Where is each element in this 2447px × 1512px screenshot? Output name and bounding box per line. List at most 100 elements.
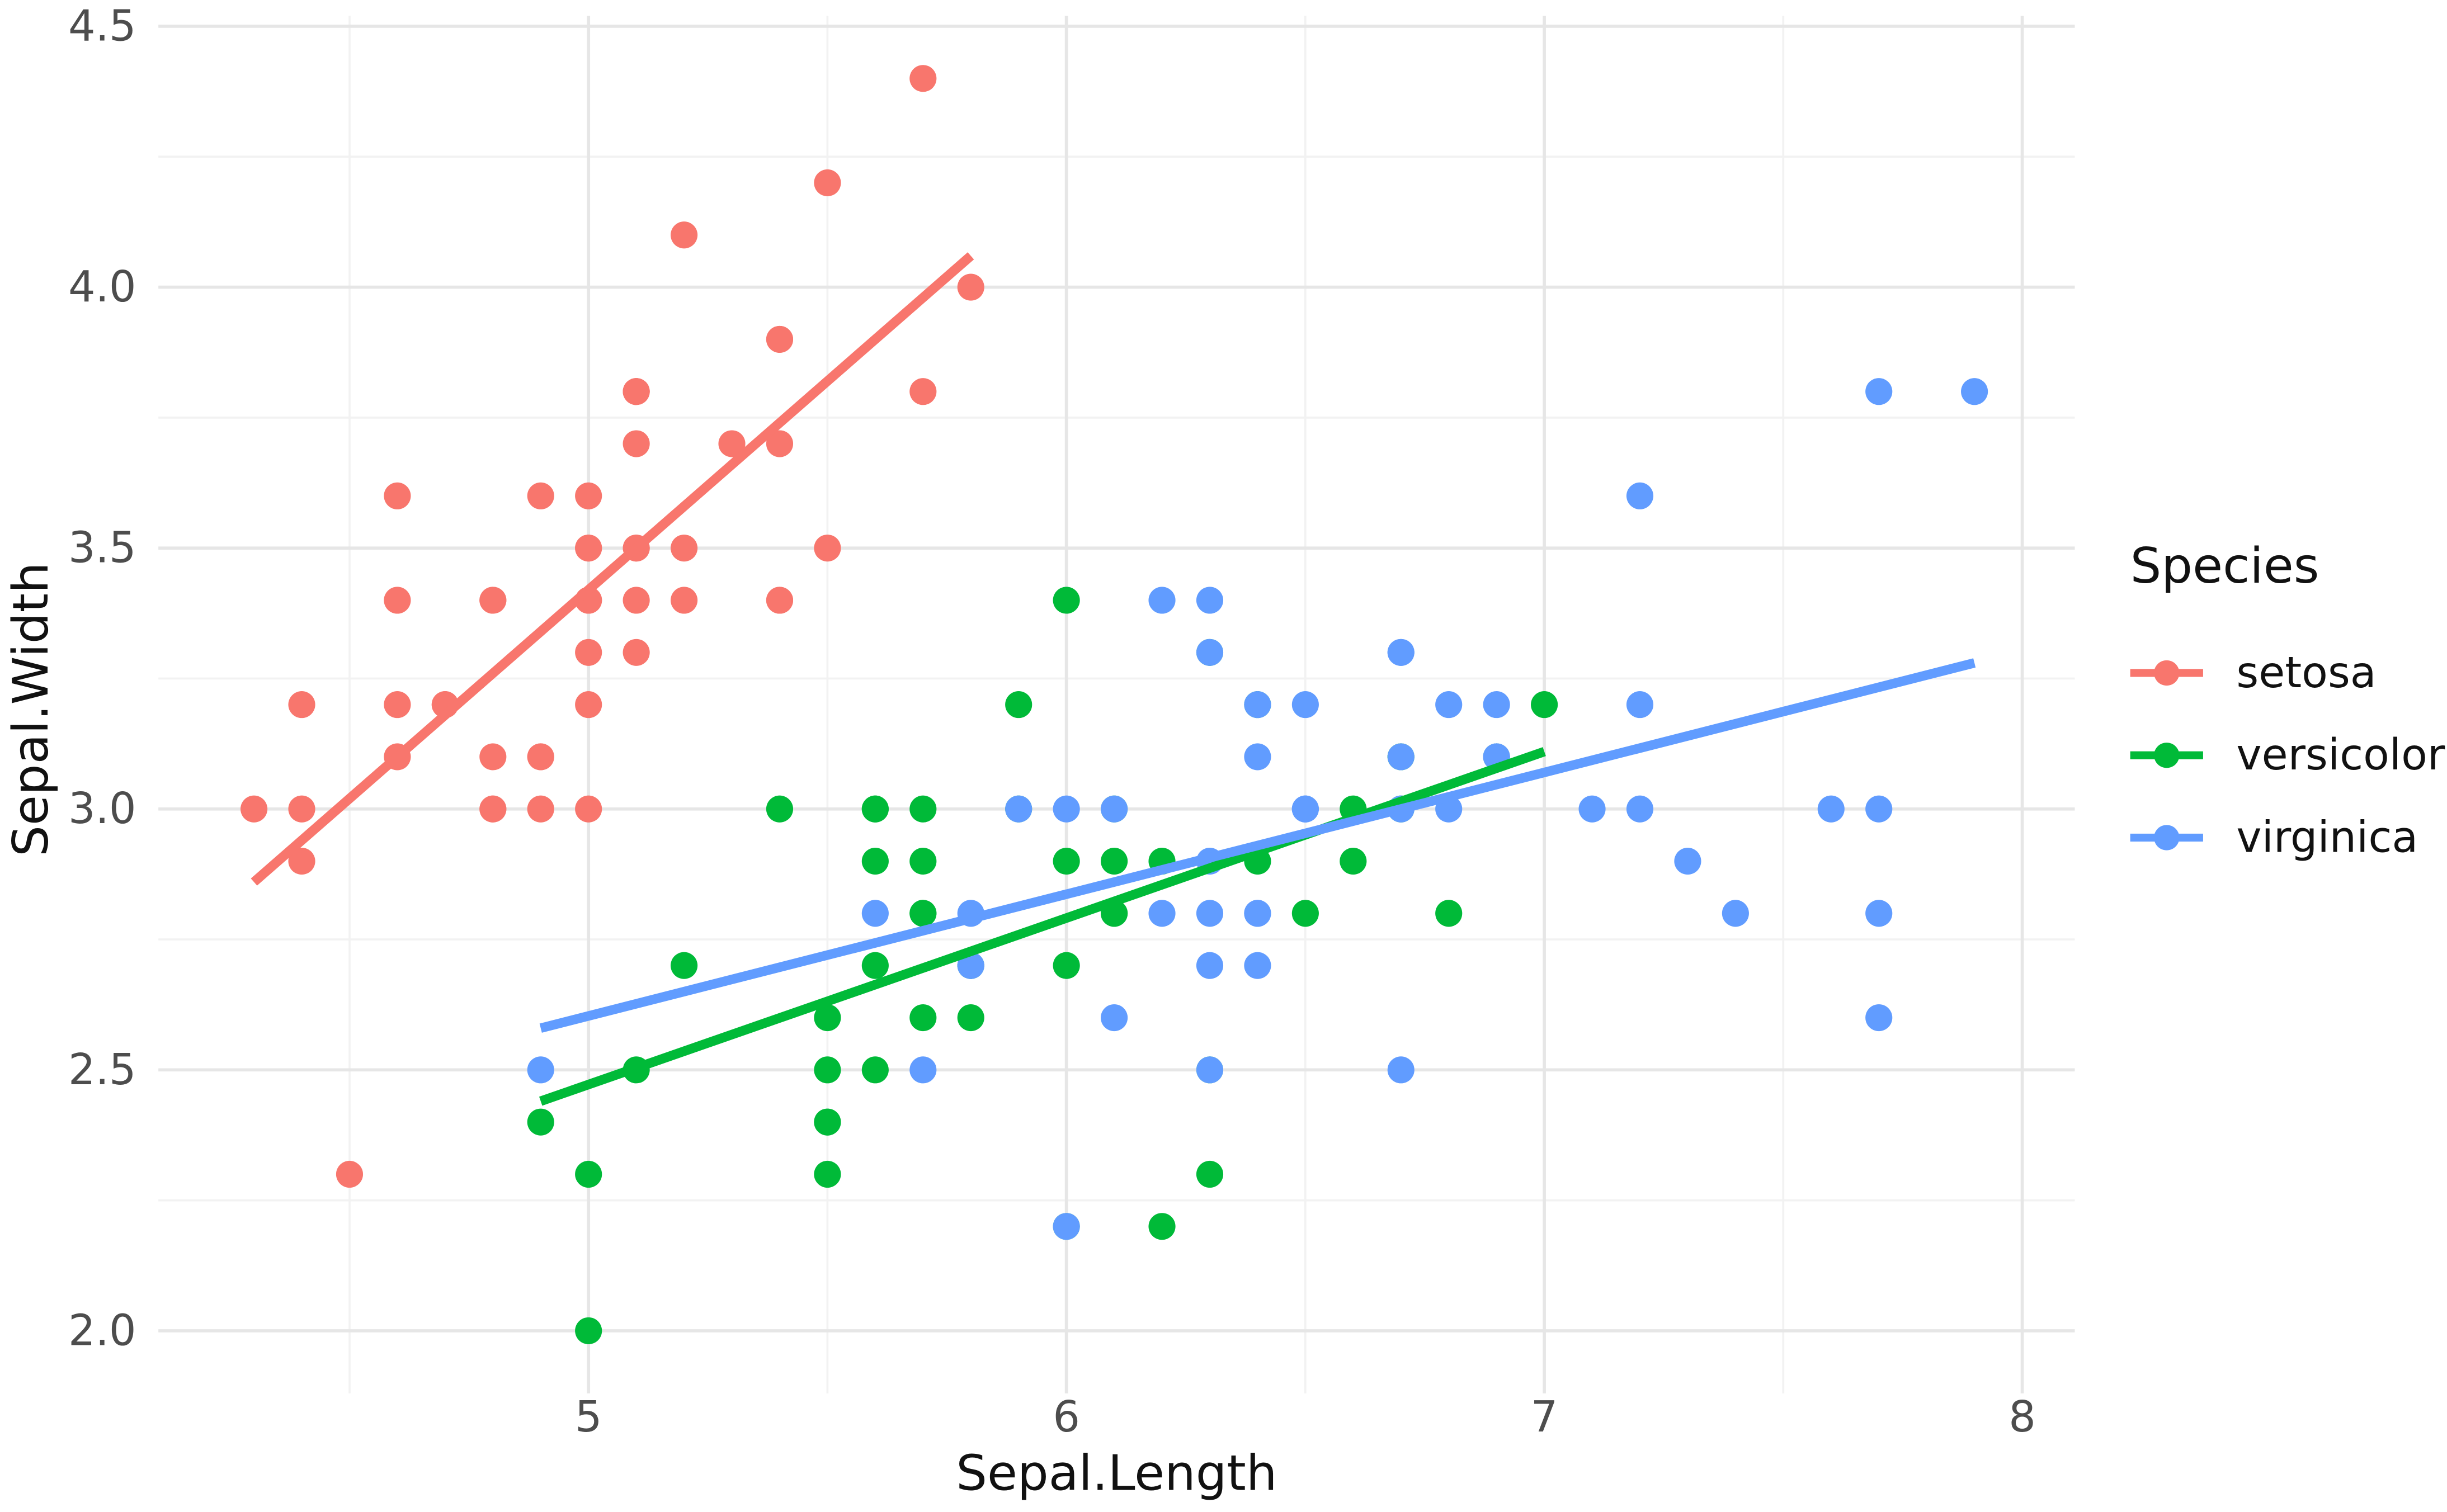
data-point-versicolor <box>1435 900 1463 927</box>
legend-key-point-icon <box>2154 660 2180 686</box>
data-point-virginica <box>1387 639 1415 666</box>
trend-line-setosa <box>251 252 974 886</box>
data-point-setosa <box>623 378 650 405</box>
data-point-virginica <box>1244 691 1271 719</box>
data-point-setosa <box>623 639 650 666</box>
data-point-versicolor <box>1196 1160 1224 1188</box>
data-point-setosa <box>240 795 268 823</box>
data-point-virginica <box>1196 639 1224 666</box>
data-point-virginica <box>861 900 889 927</box>
data-point-virginica <box>1674 847 1701 875</box>
data-point-versicolor <box>766 795 794 823</box>
data-point-versicolor <box>1340 847 1367 875</box>
data-point-virginica <box>1196 952 1224 979</box>
data-point-setosa <box>671 535 698 562</box>
data-point-setosa <box>575 795 602 823</box>
grid-lines <box>158 16 2075 1393</box>
data-point-versicolor <box>909 795 937 823</box>
data-point-versicolor <box>957 1004 984 1032</box>
data-point-virginica <box>1626 482 1654 509</box>
data-point-setosa <box>384 691 411 719</box>
data-point-virginica <box>1722 900 1749 927</box>
data-point-virginica <box>1053 795 1080 823</box>
data-point-setosa <box>527 482 554 509</box>
data-point-virginica <box>1291 691 1319 719</box>
data-point-virginica <box>1291 795 1319 823</box>
data-point-versicolor <box>909 1004 937 1032</box>
data-point-versicolor <box>1531 691 1558 719</box>
data-point-virginica <box>1244 900 1271 927</box>
x-tick-label: 7 <box>1531 1392 1558 1442</box>
data-point-setosa <box>575 535 602 562</box>
data-point-versicolor <box>861 847 889 875</box>
data-point-versicolor <box>861 1056 889 1084</box>
y-tick-label: 3.5 <box>68 523 136 573</box>
x-tick-label: 8 <box>2008 1392 2036 1442</box>
y-axis-tick-labels: 2.0 2.5 3.0 3.5 4.0 4.5 <box>68 1 136 1355</box>
data-point-setosa <box>718 430 746 457</box>
data-point-virginica <box>1244 952 1271 979</box>
data-point-virginica <box>1865 1004 1893 1032</box>
data-point-versicolor <box>1148 1213 1176 1240</box>
data-point-virginica <box>957 952 984 979</box>
data-point-versicolor <box>861 795 889 823</box>
data-point-versicolor <box>1291 900 1319 927</box>
data-point-versicolor <box>575 1160 602 1188</box>
legend-item-label: versicolor <box>2236 730 2445 780</box>
data-point-setosa <box>814 169 841 197</box>
data-point-versicolor <box>527 1108 554 1136</box>
trend-line-versicolor <box>539 747 1546 1106</box>
data-point-virginica <box>1244 743 1271 771</box>
data-point-setosa <box>288 795 315 823</box>
data-point-setosa <box>623 587 650 614</box>
data-point-versicolor <box>1101 847 1128 875</box>
data-point-setosa <box>671 587 698 614</box>
legend-item-virginica: virginica <box>2130 812 2418 862</box>
data-point-versicolor <box>814 1056 841 1084</box>
x-axis-title: Sepal.Length <box>956 1445 1277 1502</box>
y-tick-label: 4.0 <box>68 262 136 312</box>
data-point-virginica <box>1817 795 1845 823</box>
y-tick-label: 3.0 <box>68 784 136 834</box>
legend-key-point-icon <box>2154 743 2180 768</box>
data-point-virginica <box>1483 691 1510 719</box>
data-point-virginica <box>1005 795 1032 823</box>
data-point-versicolor <box>1053 952 1080 979</box>
data-point-setosa <box>479 743 507 771</box>
legend-item-setosa: setosa <box>2130 648 2377 698</box>
data-point-virginica <box>1387 1056 1415 1084</box>
data-point-virginica <box>1148 900 1176 927</box>
data-point-virginica <box>1196 587 1224 614</box>
data-point-virginica <box>1196 1056 1224 1084</box>
data-point-setosa <box>766 430 794 457</box>
data-point-versicolor <box>814 1004 841 1032</box>
data-point-virginica <box>1578 795 1606 823</box>
data-point-setosa <box>288 691 315 719</box>
data-point-virginica <box>1101 1004 1128 1032</box>
legend: setosa versicolor virginica <box>2130 648 2445 862</box>
data-point-setosa <box>479 795 507 823</box>
data-point-virginica <box>527 1056 554 1084</box>
data-point-virginica <box>1865 378 1893 405</box>
data-point-setosa <box>384 482 411 509</box>
data-point-setosa <box>957 273 984 301</box>
data-point-virginica <box>1435 691 1463 719</box>
scatter-points <box>240 65 1988 1344</box>
data-point-versicolor <box>909 900 937 927</box>
data-point-virginica <box>1196 900 1224 927</box>
legend-item-label: virginica <box>2236 812 2418 862</box>
data-point-setosa <box>384 587 411 614</box>
data-point-setosa <box>671 221 698 249</box>
trend-line-virginica <box>539 658 1976 1033</box>
data-point-setosa <box>814 535 841 562</box>
legend-key-point-icon <box>2154 825 2180 850</box>
data-point-setosa <box>766 587 794 614</box>
data-point-versicolor <box>1053 587 1080 614</box>
data-point-versicolor <box>909 847 937 875</box>
data-point-virginica <box>1053 1213 1080 1240</box>
data-point-setosa <box>909 378 937 405</box>
data-point-setosa <box>336 1160 364 1188</box>
data-point-versicolor <box>814 1160 841 1188</box>
data-point-virginica <box>1101 795 1128 823</box>
y-tick-label: 4.5 <box>68 1 136 51</box>
